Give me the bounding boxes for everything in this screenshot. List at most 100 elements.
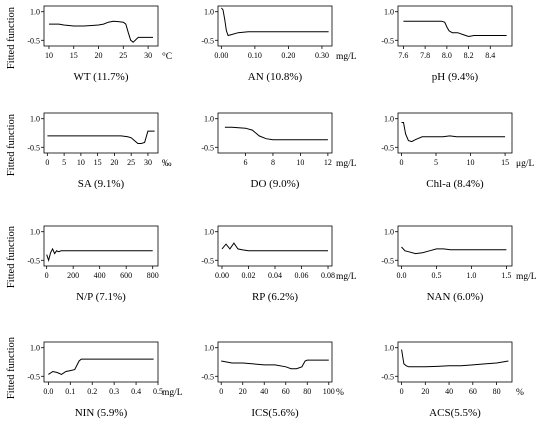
panel-1-title: WT (11.7%) <box>74 71 129 83</box>
panel-4-title: SA (9.1%) <box>78 178 125 190</box>
panel-11-x-tick-label: 40 <box>260 387 268 396</box>
panel-8-title: RP (6.2%) <box>252 291 298 303</box>
panel-5-fitted-line <box>224 126 328 141</box>
panel-11-x-unit: % <box>336 388 344 398</box>
panel-12-title: ACS(5.5%) <box>429 407 481 419</box>
y-axis-labels: Fitted function Fitted function Fitted f… <box>6 6 17 399</box>
panel-6-x-tick-label: 15 <box>501 158 509 167</box>
panel-6-frame <box>397 112 513 154</box>
panel-5-title: DO (9.0%) <box>251 178 300 190</box>
panel-10-x-tick-label: 0.3 <box>109 387 119 396</box>
panel-12-x-tick-label: 60 <box>469 387 477 396</box>
panel-10-y-tick-label: -0.5 <box>27 372 40 381</box>
panel-6-fitted-line <box>401 122 506 143</box>
panel-11-x-tick-label: 60 <box>282 387 290 396</box>
panel-4-x-tick-label: 5 <box>62 158 66 167</box>
panels: -0.51.010 15 20 25 30 °CWT (11.7%)-0.51.00.00… <box>27 5 537 419</box>
panel-6-x-tick-label: 0 <box>399 158 403 167</box>
panel-8-x-unit: mg/L <box>336 272 357 282</box>
panel-1-x-tick-label: 20 <box>95 51 103 60</box>
panel-10-fitted-line <box>48 358 154 375</box>
panel-8-x-tick-label: 0.06 <box>295 271 309 280</box>
panel-6-title: Chl-a (8.4%) <box>426 178 484 190</box>
panel-6-x-unit: μg/L <box>516 159 534 169</box>
panel-8-y-tick-label: -0.5 <box>201 256 214 265</box>
panel-7-x-tick-label: 800 <box>147 271 159 280</box>
panel-11: -0.5 1.0 0 20 40 60 80 100 % ICS(5.6%) <box>201 341 344 419</box>
panel-2-x-tick-label: 0.00 <box>214 51 228 60</box>
row-3-y-axis-label: Fitted function <box>6 225 17 288</box>
panel-1-frame <box>43 5 159 47</box>
panel-2-title: AN (10.8%) <box>248 71 303 83</box>
panel-3: -0.5 1.0 7.6 7.8 8.0 8.2 8.4 pH (9.4%) <box>381 5 513 83</box>
panel-2-fitted-line <box>221 7 329 37</box>
panel-10-x-tick-label: 0.2 <box>87 387 97 396</box>
panel-9-fitted-line <box>401 246 507 255</box>
panel-12-y-tick-label: 1.0 <box>384 344 394 353</box>
panel-3-x-tick-label: 7.6 <box>398 51 408 60</box>
panel-3-x-tick-label: 7.8 <box>420 51 430 60</box>
panel-11-y-tick-label: -0.5 <box>201 372 214 381</box>
panel-1-x-tick-label: 10 <box>45 51 53 60</box>
panel-12: -0.5 1.0 0 20 40 60 80 % ACS(5.5%) <box>381 341 524 419</box>
panel-2-y-tick-label: 1.0 <box>204 8 214 17</box>
panel-9-y-tick-label: -0.5 <box>381 256 394 265</box>
panel-1-x-tick-label: 15 <box>70 51 78 60</box>
panel-1: -0.5 1.0 10 15 20 25 30 °C WT (11.7%) <box>27 5 172 83</box>
panel-12-x-unit: % <box>516 388 524 398</box>
panel-7-x-tick-label: 0 <box>45 271 49 280</box>
panel-12-fitted-line <box>401 349 509 368</box>
panel-5-x-tick-label: 8 <box>271 158 275 167</box>
panel-3-x-tick-label: 8.2 <box>464 51 474 60</box>
panel-11-fitted-line <box>221 359 329 370</box>
panel-5-x-tick-label: 10 <box>296 158 304 167</box>
panel-3-y-tick-label: 1.0 <box>384 8 394 17</box>
panel-9-x-tick-label: 1.0 <box>466 271 476 280</box>
panel-3-fitted-line <box>403 20 507 38</box>
panel-11-x-tick-label: 80 <box>303 387 311 396</box>
panel-7: -0.5 1.0 0 200 400 600 800 N/P (7.1%) <box>27 225 159 303</box>
panel-9-x-tick-label: 1.5 <box>501 271 511 280</box>
panel-6-x-tick-label: 5 <box>434 158 438 167</box>
panel-12-x-tick-label: 0 <box>400 387 404 396</box>
panel-10-y-tick-label: 1.0 <box>30 344 40 353</box>
panel-1-x-tick-label: 30 <box>144 51 152 60</box>
panel-3-x-tick-label: 8.0 <box>442 51 452 60</box>
panel-10: -0.5 1.0 0.0 0.1 0.2 0.3 0.4 0.5 mg/L NIN (5.9%) <box>27 341 183 419</box>
panel-7-y-tick-label: 1.0 <box>30 228 40 237</box>
panel-2-x-tick-label: 0.30 <box>315 51 329 60</box>
panel-3-x-tick-label: 8.4 <box>485 51 495 60</box>
panel-7-x-tick-label: 400 <box>94 271 106 280</box>
panel-4-x-tick-label: 25 <box>127 158 135 167</box>
row-2-y-axis-label: Fitted function <box>6 113 17 176</box>
panel-6-x-tick-label: 10 <box>467 158 475 167</box>
panel-7-frame <box>43 225 159 267</box>
panel-4-fitted-line <box>47 130 155 144</box>
panel-7-y-tick-label: -0.5 <box>27 256 40 265</box>
panel-5: -0.5 1.0 6 8 10 12 mg/L DO (9.0%) <box>201 112 357 190</box>
panel-9-x-unit: mg/L <box>516 272 537 282</box>
panel-5-frame <box>217 112 333 154</box>
panel-2-x-unit: mg/L <box>336 52 357 62</box>
panel-5-x-tick-label: 6 <box>243 158 247 167</box>
panel-8-frame <box>217 225 333 267</box>
panel-10-x-tick-label: 0.1 <box>65 387 75 396</box>
panel-12-frame <box>397 341 513 383</box>
panel-4-y-tick-label: 1.0 <box>30 115 40 124</box>
panel-2-frame <box>217 5 333 47</box>
panel-8-x-tick-label: 0.04 <box>268 271 282 280</box>
panel-10-x-unit: mg/L <box>162 388 183 398</box>
panel-8-x-tick-label: 0.08 <box>321 271 335 280</box>
panel-4-x-tick-label: 15 <box>94 158 102 167</box>
panel-9-title: NAN (6.0%) <box>427 291 484 303</box>
panel-9-y-tick-label: 1.0 <box>384 228 394 237</box>
panel-12-y-tick-label: -0.5 <box>381 372 394 381</box>
panel-10-x-tick-label: 0.5 <box>153 387 163 396</box>
panel-8: -0.5 1.0 0.00 0.02 0.04 0.06 0.08 mg/L RP (6.2%) <box>201 225 357 303</box>
panel-12-x-tick-label: 40 <box>445 387 453 396</box>
panel-3-title: pH (9.4%) <box>432 71 479 83</box>
panel-3-frame <box>397 5 513 47</box>
panel-8-y-tick-label: 1.0 <box>204 228 214 237</box>
panel-1-y-tick-label: 1.0 <box>30 8 40 17</box>
